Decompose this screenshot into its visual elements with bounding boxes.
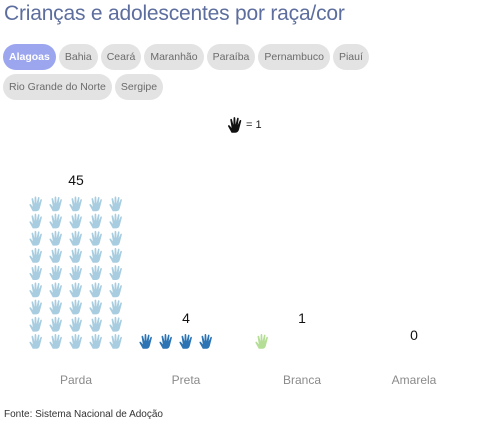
- hand-icon-parda: [69, 334, 82, 349]
- category-label-preta: Preta: [172, 373, 201, 387]
- hand-icon-parda: [49, 230, 62, 246]
- hand-icon-parda: [109, 316, 122, 332]
- value-label-branca: 1: [298, 310, 306, 326]
- hand-icon-preta: [139, 334, 152, 349]
- tab-maranhao[interactable]: Maranhão: [144, 44, 204, 70]
- hand-icon: [228, 117, 242, 133]
- hand-icon-parda: [69, 299, 82, 315]
- tab-piaui[interactable]: Piauí: [332, 44, 369, 70]
- source-note: Fonte: Sistema Nacional de Adoção: [4, 409, 163, 420]
- hand-icon-parda: [109, 282, 122, 298]
- hand-icon-parda: [29, 196, 42, 212]
- hand-icon-parda: [109, 299, 122, 315]
- hand-icon-parda: [89, 282, 102, 298]
- hand-icon-parda: [89, 213, 102, 229]
- value-label-preta: 4: [182, 310, 190, 326]
- legend-label: = 1: [246, 119, 262, 131]
- hand-icon-parda: [29, 230, 42, 246]
- hand-icon-preta: [199, 334, 212, 349]
- hand-icon-parda: [49, 248, 62, 263]
- value-label-parda: 45: [68, 172, 84, 188]
- hand-icon-parda: [29, 265, 42, 281]
- hand-icon-parda: [69, 196, 82, 212]
- hand-icon-parda: [29, 282, 42, 298]
- hand-icon-parda: [29, 316, 42, 332]
- hand-icon-parda: [109, 334, 122, 349]
- hand-icon-parda: [49, 213, 62, 229]
- hand-icon-parda: [29, 334, 42, 349]
- pictogram-chart: 45 Parda 4 Preta 1 Branca 0 Amarela: [29, 172, 437, 387]
- tab-sergipe[interactable]: Sergipe: [114, 74, 164, 100]
- hand-icon-parda: [69, 316, 82, 332]
- tab-ceara[interactable]: Ceará: [100, 44, 142, 70]
- hand-icon-parda: [109, 265, 122, 281]
- hand-icon-branca: [255, 334, 268, 349]
- legend: = 1: [226, 116, 262, 134]
- hand-icon-parda: [49, 299, 62, 315]
- hand-icon-parda: [89, 230, 102, 246]
- hand-icon-preta: [179, 334, 192, 349]
- hand-icon-parda: [69, 213, 82, 229]
- value-label-amarela: 0: [410, 327, 418, 343]
- hand-icon-parda: [69, 230, 82, 246]
- hand-icon-parda: [49, 334, 62, 349]
- category-label-parda: Parda: [60, 373, 92, 387]
- hand-icon-parda: [89, 248, 102, 263]
- hand-icon-parda: [89, 299, 102, 315]
- hand-icon-parda: [69, 265, 82, 281]
- hand-icon-parda: [49, 282, 62, 298]
- category-label-amarela: Amarela: [392, 373, 437, 387]
- hand-icon-parda: [49, 265, 62, 281]
- hand-icon-parda: [49, 316, 62, 332]
- tab-paraiba[interactable]: Paraíba: [206, 44, 256, 70]
- hand-icon-parda: [89, 334, 102, 349]
- hand-icon-parda: [29, 213, 42, 229]
- tab-rio-grande-do-norte[interactable]: Rio Grande do Norte: [3, 74, 112, 100]
- state-tabs: Alagoas Bahia Ceará Maranhão Paraíba Pernambu…: [3, 44, 473, 100]
- hand-icon-preta: [159, 334, 172, 349]
- hand-icon-parda: [109, 248, 122, 263]
- hand-icon-parda: [49, 196, 62, 212]
- hand-icon-parda: [29, 248, 42, 263]
- hand-icon-parda: [69, 282, 82, 298]
- tab-bahia[interactable]: Bahia: [58, 44, 98, 70]
- tab-pernambuco[interactable]: Pernambuco: [258, 44, 330, 70]
- hand-icon-parda: [89, 316, 102, 332]
- hand-icon-parda: [89, 196, 102, 212]
- tab-alagoas[interactable]: Alagoas: [3, 44, 56, 70]
- page-title: Crianças e adolescentes por raça/cor: [4, 2, 345, 25]
- hand-icon-parda: [109, 213, 122, 229]
- hand-icon-parda: [69, 248, 82, 263]
- hand-icon-parda: [109, 230, 122, 246]
- hand-icon-parda: [89, 265, 102, 281]
- hand-icon-parda: [109, 196, 122, 212]
- category-label-branca: Branca: [283, 373, 321, 387]
- hand-icon-parda: [29, 299, 42, 315]
